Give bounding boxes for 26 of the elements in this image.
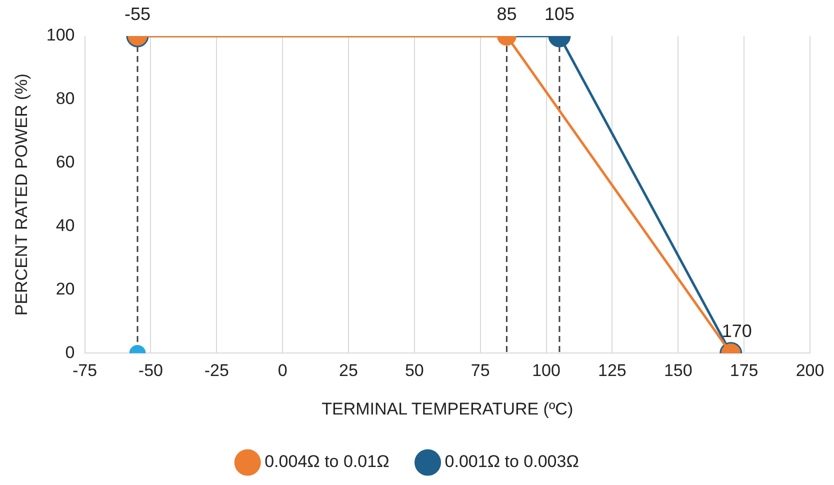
x-tick-label: -75 [72,361,98,380]
x-tick-label: 75 [470,361,490,380]
y-tick-label: 60 [56,152,75,172]
annotation: 170 [722,321,752,342]
x-tick-label: -50 [138,361,163,380]
y-tick-label: 0 [65,342,75,362]
x-tick-label: 0 [278,361,288,380]
annotation: -55 [124,4,151,24]
x-tick-label: 25 [339,361,358,380]
x-tick-label: 200 [796,361,824,380]
x-tick-label: 175 [730,361,758,380]
y-axis-title: PERCENT RATED POWER (%) [12,74,31,316]
x-tick-label: -25 [204,361,229,380]
y-tick-label: 100 [46,26,75,45]
y-tick-label: 40 [56,216,75,236]
x-tick-label: 100 [532,361,560,380]
x-tick-label: 50 [404,361,424,380]
x-tick-label: 125 [598,361,626,380]
annotation: 105 [544,4,574,24]
annotation: 85 [496,4,517,24]
legend-label: 0.001Ω to 0.003Ω [444,452,579,472]
y-tick-label: 20 [56,279,75,298]
legend-label: 0.004Ω to 0.01Ω [264,452,390,472]
x-axis-title: TERMINAL TEMPERATURE (ºC) [322,399,574,418]
x-tick-label: 150 [664,361,692,380]
y-tick-label: 80 [56,89,75,108]
